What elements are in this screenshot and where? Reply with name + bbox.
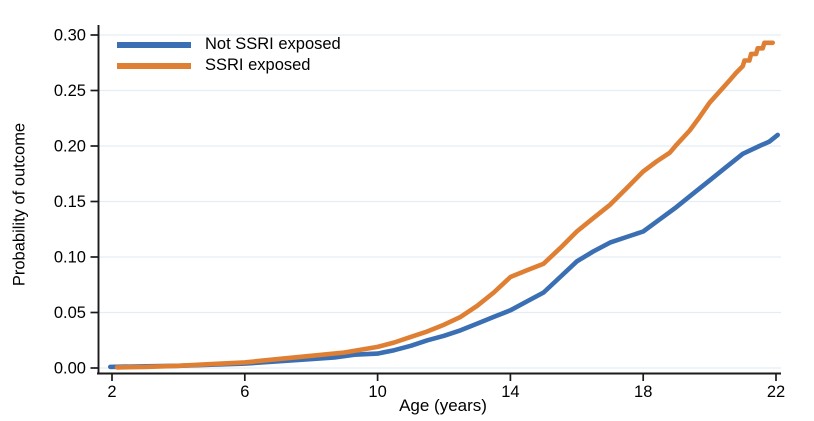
legend-swatch-not-ssri-exposed xyxy=(117,41,191,48)
legend-label-not-ssri-exposed: Not SSRI exposed xyxy=(205,35,341,53)
legend: Not SSRI exposed SSRI exposed xyxy=(117,35,341,75)
y-tick-label: 0.20 xyxy=(54,138,86,156)
x-tick-label: 2 xyxy=(107,383,116,401)
x-tick-label: 22 xyxy=(767,383,785,401)
y-tick-label: 0.25 xyxy=(54,82,86,100)
y-tick-label: 0.00 xyxy=(54,360,86,378)
legend-swatch-ssri-exposed xyxy=(117,62,191,69)
y-tick-label: 0.10 xyxy=(54,249,86,267)
x-tick-label: 18 xyxy=(634,383,652,401)
gridlines xyxy=(98,34,781,369)
y-tick-label: 0.30 xyxy=(54,27,86,45)
x-tick-label: 14 xyxy=(501,383,519,401)
legend-item-not-ssri-exposed: Not SSRI exposed xyxy=(117,35,341,54)
tick-labels: 0.00 0.05 0.10 0.15 0.20 0.25 0.30 2 6 10 14 18 22 xyxy=(54,27,785,402)
series-line-ssri-exposed xyxy=(114,40,775,370)
legend-label-ssri-exposed: SSRI exposed xyxy=(205,56,311,74)
x-tick-label: 10 xyxy=(368,383,386,401)
series-lines xyxy=(108,40,780,370)
x-tick-label: 6 xyxy=(240,383,249,401)
axes xyxy=(90,25,781,381)
series-line-not-ssri-exposed xyxy=(108,132,780,370)
y-tick-label: 0.15 xyxy=(54,193,86,211)
legend-item-ssri-exposed: SSRI exposed xyxy=(117,56,341,75)
x-axis-label: Age (years) xyxy=(399,396,487,415)
y-tick-label: 0.05 xyxy=(54,304,86,322)
y-axis-label: Probability of outcome xyxy=(10,122,29,287)
